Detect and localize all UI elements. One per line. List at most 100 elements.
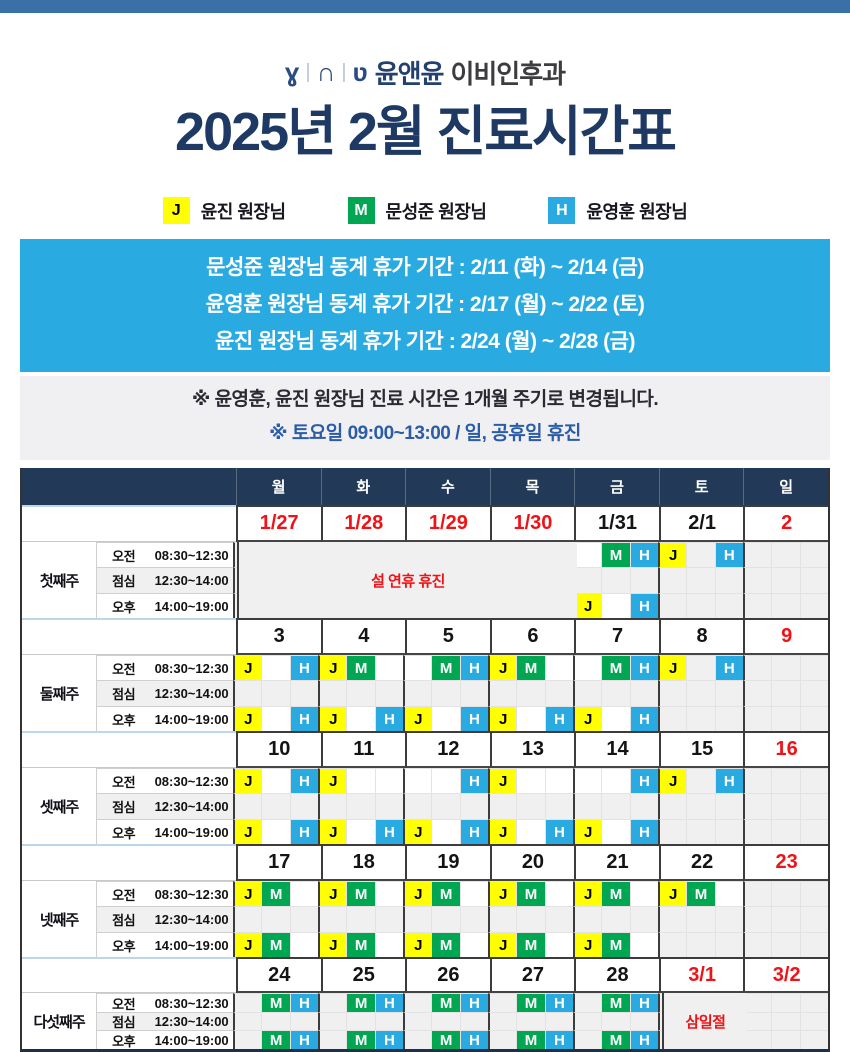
doctor-slot-cell [516, 768, 545, 793]
doctor-slot-cell [714, 567, 744, 593]
doctor-slot-cell: M [601, 655, 630, 680]
doctor-slot-cell: H [459, 655, 489, 680]
doctor-slot-cell [488, 1012, 517, 1030]
doctor-slot-cell [318, 1030, 347, 1049]
doctor-slot-cell [743, 906, 772, 932]
date-cell: 17 [235, 844, 321, 881]
doctor-slot-cell [261, 793, 290, 819]
doctor-slot-cell [743, 655, 772, 680]
doctor-slot-cell: H [459, 1030, 489, 1049]
doctor-slot-cell: M [431, 655, 460, 680]
doctor-slot-cell: H [629, 542, 659, 567]
date-row: 1/27 1/28 1/29 1/30 1/31 2/1 2 [22, 505, 828, 542]
doctor-slot-cell: H [459, 706, 489, 731]
doctor-slot-cell: J [488, 768, 517, 793]
doctor-slot-cell [771, 1030, 800, 1049]
general-notice-box: ※ 윤영훈, 윤진 원장님 진료 시간은 1개월 주기로 변경됩니다. ※ 토요… [20, 376, 830, 460]
doctor-slot-cell [431, 906, 460, 932]
doctor-slot-cell: J [573, 819, 602, 844]
doctor-slot-cell [629, 567, 659, 593]
vacation-notice-line: 윤진 원장님 동계 휴가 기간 : 2/24 (월) ~ 2/28 (금) [215, 330, 635, 353]
doctor-slot-cell [289, 881, 319, 906]
doctor-slot-cell [714, 706, 744, 731]
doctor-slot-cell [573, 1030, 602, 1049]
doctor-slot-cell: J [233, 819, 262, 844]
doctor-slot-cell [799, 542, 828, 567]
holiday-merged-cell: 삼일절 [662, 993, 747, 1049]
doctor-slot-cell [516, 819, 545, 844]
period-name-cell: 오전 [96, 655, 151, 680]
clinic-type: 이비인후과 [450, 59, 566, 89]
doctor-slot-cell: J [233, 655, 262, 680]
date-cell: 10 [235, 731, 321, 768]
doctor-slot-cell [799, 655, 828, 680]
day-header-cell: 토 [658, 468, 744, 505]
period-name-cell: 오후 [96, 932, 151, 957]
doctor-slot-cell [686, 593, 715, 618]
legend-label-m: 문성준 원장님 [385, 201, 487, 222]
doctor-slot-cell [403, 906, 432, 932]
doctor-slot-cell [771, 819, 800, 844]
doctor-slot-cell [431, 793, 460, 819]
doctor-slot-cell [743, 1012, 772, 1030]
doctor-slot-cell: J [233, 932, 262, 957]
doctor-slot-cell [629, 793, 659, 819]
doctor-slot-cell [686, 819, 715, 844]
doctor-slot-cell [544, 932, 574, 957]
doctor-slot-cell [601, 819, 630, 844]
date-cell: 25 [320, 957, 406, 993]
logo-glyph-2: ∩ [316, 57, 336, 87]
doctor-slot-cell [488, 680, 517, 706]
doctor-slot-cell [601, 1012, 630, 1030]
doctor-slot-cell: H [544, 706, 574, 731]
day-header-cell: 수 [405, 468, 490, 505]
doctor-slot-cell: J [403, 932, 432, 957]
legend-item-m: M 문성준 원장님 [347, 197, 487, 224]
period-time-cell: 14:00~19:00 [150, 819, 234, 844]
day-header-cell: 금 [574, 468, 659, 505]
period-time-cell: 08:30~12:30 [150, 993, 234, 1012]
doctor-slot-cell: J [318, 706, 347, 731]
doctor-slot-cell [318, 1012, 347, 1030]
page-title: 2025년 2월 진료시간표 [175, 102, 677, 162]
doctor-slot-cell: M [516, 881, 545, 906]
doctor-slot-cell [714, 881, 744, 906]
doctor-slot-cell [374, 768, 404, 793]
doctor-slot-cell [318, 993, 347, 1012]
doctor-slot-cell [799, 1030, 828, 1049]
doctor-slot-cell: M [261, 932, 290, 957]
doctor-slot-cell [658, 680, 687, 706]
doctor-slot-cell: M [516, 932, 545, 957]
doctor-slot-cell [743, 932, 772, 957]
doctor-slot-cell [799, 768, 828, 793]
doctor-slot-cell: J [233, 768, 262, 793]
date-cell: 24 [235, 957, 321, 993]
doctor-slot-cell [658, 819, 687, 844]
doctor-slot-cell [601, 906, 630, 932]
doctor-slot-cell: J [488, 819, 517, 844]
doctor-slot-cell [374, 793, 404, 819]
doctor-slot-cell: H [289, 706, 319, 731]
doctor-slot-cell [289, 1012, 319, 1030]
period-time-cell: 12:30~14:00 [150, 680, 234, 706]
doctor-slot-cell [686, 906, 715, 932]
doctor-slot-cell [289, 932, 319, 957]
doctor-slot-cell [601, 793, 630, 819]
legend-swatch-m: M [347, 197, 375, 224]
logo-divider: | [341, 61, 347, 83]
doctor-slot-cell [601, 567, 630, 593]
doctor-slot-cell [374, 932, 404, 957]
doctor-slot-cell: J [658, 768, 687, 793]
doctor-slot-cell: H [459, 768, 489, 793]
doctor-slot-cell: M [346, 993, 375, 1012]
doctor-slot-cell: H [629, 819, 659, 844]
doctor-slot-cell: H [459, 819, 489, 844]
doctor-slot-cell [743, 793, 772, 819]
period-time-cell: 14:00~19:00 [150, 706, 234, 731]
doctor-slot-cell: M [261, 881, 290, 906]
doctor-slot-cell [714, 819, 744, 844]
doctor-slot-cell [346, 906, 375, 932]
doctor-slot-cell: H [544, 819, 574, 844]
